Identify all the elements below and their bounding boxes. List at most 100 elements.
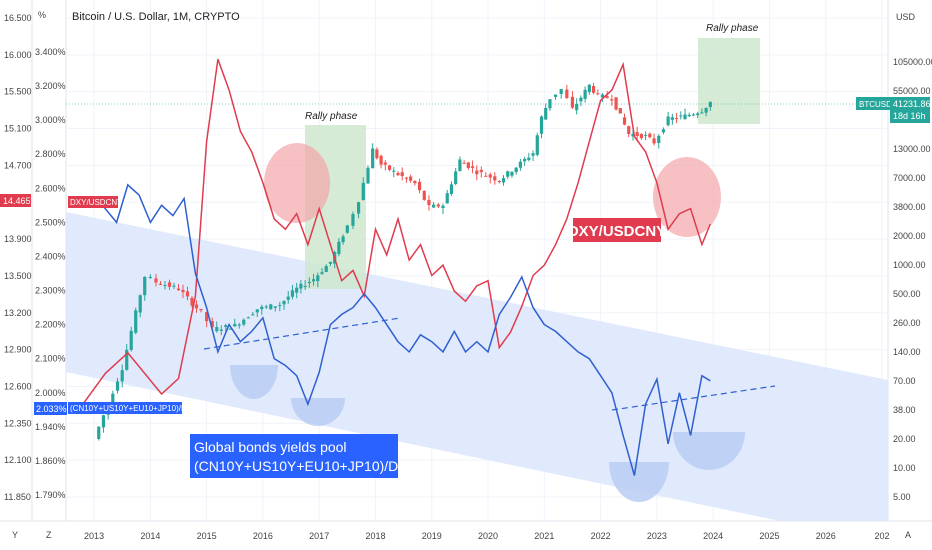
btc-candle-body [286, 296, 290, 300]
btc-candle-body [255, 309, 259, 313]
btc-candle-body [484, 175, 488, 177]
left-axis-labels: 16.50016.00015.50015.10014.70014.30013.9… [4, 13, 32, 502]
log-scale-button[interactable]: Y [12, 530, 18, 540]
btc-candle-body [708, 101, 712, 108]
pct-axis-label: 1.940% [35, 422, 66, 432]
btc-candle-body [295, 287, 299, 293]
btc-candle-body [657, 135, 661, 143]
btc-candle-body [691, 114, 696, 116]
btc-candle-body [361, 182, 365, 200]
bonds-label-line1: Global bonds yields pool [194, 439, 347, 455]
btc-candle-body [587, 84, 591, 93]
btc-candle-body [158, 283, 163, 285]
btc-candle-body [303, 285, 307, 287]
time-axis-label: 2022 [591, 531, 611, 541]
auto-scale-button[interactable]: A [905, 530, 911, 540]
bonds-bottom-arc-2 [291, 398, 345, 426]
chart-title: Bitcoin / U.S. Dollar, 1M, CRYPTO [72, 11, 240, 23]
right-axis-label: 140.00 [893, 347, 921, 357]
btc-candle-body [600, 94, 605, 98]
percent-toggle[interactable]: % [38, 10, 46, 20]
btc-candle-body [696, 113, 700, 116]
time-axis-label: 2018 [365, 531, 385, 541]
btc-candle-body [269, 304, 273, 310]
btc-candle-body [379, 155, 383, 165]
btc-candle-body [120, 370, 124, 382]
bonds-name-text: (CN10Y+US10Y+EU10+JP10)/DXY [70, 404, 198, 413]
bonds-bottom-arc-1 [230, 365, 278, 399]
bonds-yields-line [82, 183, 711, 476]
left-axis-label: 11.850 [4, 492, 31, 502]
right-axis-label: 105000.00 [893, 57, 932, 67]
btc-candle-body [652, 138, 656, 144]
btc-candle-body [670, 117, 674, 120]
btc-price-text: 41231.86 [893, 99, 931, 109]
btc-candle-body [475, 170, 479, 175]
btc-name-text: BTCUSD [859, 100, 892, 109]
btc-candle-body [535, 135, 539, 155]
btc-candle-body [409, 176, 413, 181]
bonds-name-tag [68, 402, 182, 414]
btc-candle-body [328, 261, 333, 264]
left-axis-label: 15.100 [4, 124, 32, 134]
btc-candle-body [224, 325, 228, 327]
pct-axis-label: 1.790% [35, 490, 66, 500]
btc-candle-body [622, 117, 627, 125]
btc-candle-body [579, 97, 583, 102]
left-axis-label: 16.000 [4, 50, 32, 60]
bonds-label-line2: (CN10Y+US10Y+EU10+JP10)/DXY [194, 458, 418, 474]
right-axis-label: 1000.00 [893, 260, 926, 270]
dxy-value-text: 14.465 [3, 196, 31, 206]
time-axis-label: 2026 [816, 531, 836, 541]
btc-candle-body [273, 306, 277, 308]
time-axis-label: 2017 [309, 531, 329, 541]
right-axis-label: 20.00 [893, 434, 916, 444]
btc-candle-body [506, 171, 510, 177]
pct-axis-label: 2.100% [35, 354, 66, 364]
btc-candle-body [493, 176, 497, 181]
btc-candle-body [176, 288, 181, 291]
btc-candle-body [290, 290, 295, 297]
right-axis-label: 3800.00 [893, 202, 926, 212]
btc-candle-body [449, 184, 454, 194]
right-axis-label: 70.00 [893, 376, 916, 386]
btc-candle-body [548, 99, 552, 109]
time-axis-label: 2021 [534, 531, 554, 541]
btc-candle-body [610, 99, 614, 101]
btc-candle-body [417, 181, 422, 191]
btc-candle-body [497, 181, 501, 183]
dxy-top-circle-1 [264, 143, 330, 223]
left-axis-label: 16.500 [4, 13, 32, 23]
btc-candle-body [644, 134, 648, 136]
btc-candle-body [356, 202, 361, 214]
btc-candle-body [661, 129, 666, 133]
btc-candle-body [531, 153, 535, 156]
btc-candle-body [618, 108, 622, 114]
btc-candle-body [282, 300, 286, 305]
btc-name-tag [856, 97, 890, 110]
btc-candle-body [565, 89, 569, 99]
pct-axis-label: 2.300% [35, 286, 66, 296]
btc-candles [97, 82, 712, 441]
left-price-axis-panel[interactable] [0, 0, 32, 521]
pct-axis-label: 2.400% [35, 251, 66, 261]
btc-candle-body [679, 115, 683, 117]
btc-candle-body [154, 278, 158, 283]
dxy-usdcny-line [82, 58, 711, 405]
right-axis-label: 7000.00 [893, 173, 926, 183]
time-axis-label: 2015 [197, 531, 217, 541]
btc-candle-body [639, 133, 643, 139]
btc-candle-body [311, 279, 316, 282]
dxy-top-circle-2 [653, 157, 721, 237]
btc-candle-body [436, 204, 440, 207]
right-axis-label: 2000.00 [893, 231, 926, 241]
currency-label[interactable]: USD [896, 12, 916, 22]
btc-candle-body [278, 305, 282, 307]
btc-candle-body [422, 190, 426, 200]
zoom-button[interactable]: Z [46, 530, 52, 540]
time-axis-label: 2016 [253, 531, 273, 541]
btc-candle-body [148, 277, 152, 279]
btc-candle-body [307, 281, 311, 284]
dxy-label-text: DXY/USDCNY [568, 223, 666, 240]
